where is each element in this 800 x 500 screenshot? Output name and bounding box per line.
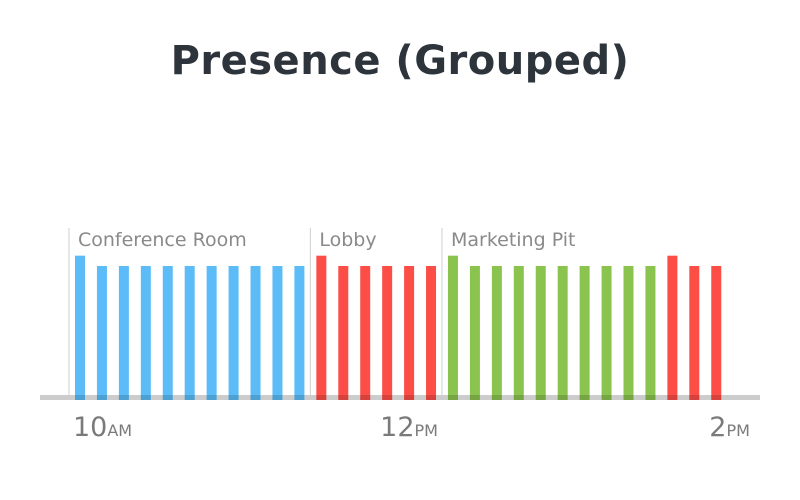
x-axis-baseline xyxy=(40,395,760,400)
bar xyxy=(689,266,700,400)
bar-base-shade xyxy=(623,395,634,400)
bar xyxy=(184,266,195,400)
group-label: Conference Room xyxy=(78,229,247,251)
chart-title: Presence (Grouped) xyxy=(170,38,630,84)
x-tick-label: 12PM xyxy=(380,412,438,443)
bar xyxy=(491,266,502,400)
group-label: Lobby xyxy=(319,229,376,251)
x-tick-label: 2PM xyxy=(709,412,750,443)
bar xyxy=(601,266,612,400)
bar xyxy=(579,266,590,400)
bar xyxy=(447,255,458,400)
bar-base-shade xyxy=(162,395,173,400)
bar xyxy=(513,266,524,400)
bar xyxy=(140,266,151,400)
bar xyxy=(711,266,722,400)
bar-base-shade xyxy=(294,395,305,400)
bar-base-shade xyxy=(535,395,546,400)
bar-base-shade xyxy=(272,395,283,400)
bar-base-shade xyxy=(338,395,349,400)
bar xyxy=(623,266,634,400)
bar-base-shade xyxy=(513,395,524,400)
bar-base-shade xyxy=(360,395,371,400)
bar xyxy=(382,266,393,400)
bar xyxy=(75,255,85,400)
bar-base-shade xyxy=(184,395,195,400)
bar xyxy=(316,255,327,400)
bar-base-shade xyxy=(206,395,217,400)
bar xyxy=(645,266,656,400)
bar xyxy=(557,266,568,400)
bar xyxy=(96,266,107,400)
bar-base-shade xyxy=(316,395,327,400)
bar-base-shade xyxy=(382,395,393,400)
bar-base-shade xyxy=(689,395,700,400)
bar-base-shade xyxy=(404,395,415,400)
bar xyxy=(404,266,415,400)
bar-base-shade xyxy=(96,395,107,400)
bar xyxy=(228,266,239,400)
bar xyxy=(338,266,349,400)
bar-base-shade xyxy=(711,395,722,400)
bar-base-shade xyxy=(118,395,129,400)
bar xyxy=(250,266,261,400)
bar-base-shade xyxy=(469,395,480,400)
bar xyxy=(162,266,173,400)
bar xyxy=(206,266,217,400)
bar-base-shade xyxy=(579,395,590,400)
bar xyxy=(272,266,283,400)
bar-base-shade xyxy=(75,395,85,400)
bar xyxy=(118,266,129,400)
bar xyxy=(535,266,546,400)
bar-base-shade xyxy=(140,395,151,400)
bar xyxy=(667,255,678,400)
group-label: Marketing Pit xyxy=(451,229,576,251)
bar-base-shade xyxy=(491,395,502,400)
bar-base-shade xyxy=(557,395,568,400)
bar xyxy=(294,266,305,400)
bar-base-shade xyxy=(667,395,678,400)
bar-base-shade xyxy=(601,395,612,400)
bar-base-shade xyxy=(250,395,261,400)
bar-base-shade xyxy=(426,395,437,400)
bar-base-shade xyxy=(645,395,656,400)
bar xyxy=(469,266,480,400)
x-tick-label: 10AM xyxy=(73,412,132,443)
bar xyxy=(360,266,371,400)
bar-base-shade xyxy=(228,395,239,400)
bar xyxy=(426,266,437,400)
bar-base-shade xyxy=(447,395,458,400)
